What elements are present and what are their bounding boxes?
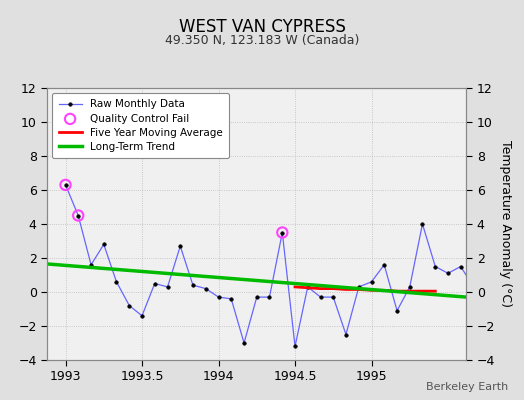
- Raw Monthly Data: [445, 271, 451, 276]
- Five Year Moving Average: [407, 289, 413, 294]
- Raw Monthly Data: [419, 222, 425, 226]
- Five Year Moving Average: [419, 289, 425, 294]
- Five Year Moving Average: [356, 287, 362, 292]
- Text: WEST VAN CYPRESS: WEST VAN CYPRESS: [179, 18, 345, 36]
- Raw Monthly Data: [368, 279, 375, 284]
- Text: Berkeley Earth: Berkeley Earth: [426, 382, 508, 392]
- Raw Monthly Data: [228, 296, 234, 301]
- Five Year Moving Average: [343, 287, 349, 292]
- Raw Monthly Data: [318, 295, 324, 300]
- Raw Monthly Data: [101, 242, 107, 247]
- Line: Raw Monthly Data: Raw Monthly Data: [64, 183, 514, 348]
- Raw Monthly Data: [432, 264, 439, 269]
- Raw Monthly Data: [126, 303, 133, 308]
- Raw Monthly Data: [356, 284, 362, 289]
- Raw Monthly Data: [62, 182, 69, 187]
- Raw Monthly Data: [457, 264, 464, 269]
- Five Year Moving Average: [368, 288, 375, 293]
- Legend: Raw Monthly Data, Quality Control Fail, Five Year Moving Average, Long-Term Tren: Raw Monthly Data, Quality Control Fail, …: [52, 93, 229, 158]
- Raw Monthly Data: [509, 291, 515, 296]
- Raw Monthly Data: [304, 284, 311, 289]
- Quality Control Fail: [278, 229, 287, 236]
- Raw Monthly Data: [113, 279, 119, 284]
- Raw Monthly Data: [330, 295, 336, 300]
- Five Year Moving Average: [292, 284, 298, 289]
- Raw Monthly Data: [215, 295, 222, 300]
- Raw Monthly Data: [254, 295, 260, 300]
- Line: Five Year Moving Average: Five Year Moving Average: [295, 287, 435, 291]
- Five Year Moving Average: [304, 285, 311, 290]
- Quality Control Fail: [61, 182, 70, 188]
- Raw Monthly Data: [407, 284, 413, 289]
- Y-axis label: Temperature Anomaly (°C): Temperature Anomaly (°C): [499, 140, 512, 308]
- Raw Monthly Data: [292, 344, 298, 349]
- Raw Monthly Data: [241, 340, 247, 345]
- Raw Monthly Data: [151, 281, 158, 286]
- Raw Monthly Data: [177, 244, 183, 248]
- Raw Monthly Data: [165, 284, 171, 289]
- Raw Monthly Data: [279, 230, 286, 235]
- Raw Monthly Data: [190, 283, 196, 288]
- Raw Monthly Data: [139, 314, 145, 318]
- Text: 49.350 N, 123.183 W (Canada): 49.350 N, 123.183 W (Canada): [165, 34, 359, 47]
- Raw Monthly Data: [88, 262, 94, 267]
- Raw Monthly Data: [203, 286, 209, 291]
- Quality Control Fail: [495, 292, 503, 298]
- Raw Monthly Data: [394, 308, 400, 313]
- Raw Monthly Data: [483, 291, 489, 296]
- Raw Monthly Data: [343, 332, 349, 337]
- Raw Monthly Data: [75, 213, 81, 218]
- Five Year Moving Average: [318, 286, 324, 291]
- Five Year Moving Average: [394, 289, 400, 294]
- Quality Control Fail: [74, 212, 82, 219]
- Five Year Moving Average: [432, 289, 439, 294]
- Raw Monthly Data: [496, 293, 502, 298]
- Five Year Moving Average: [381, 288, 387, 293]
- Raw Monthly Data: [381, 262, 387, 267]
- Raw Monthly Data: [266, 295, 272, 300]
- Five Year Moving Average: [330, 286, 336, 291]
- Raw Monthly Data: [471, 284, 477, 289]
